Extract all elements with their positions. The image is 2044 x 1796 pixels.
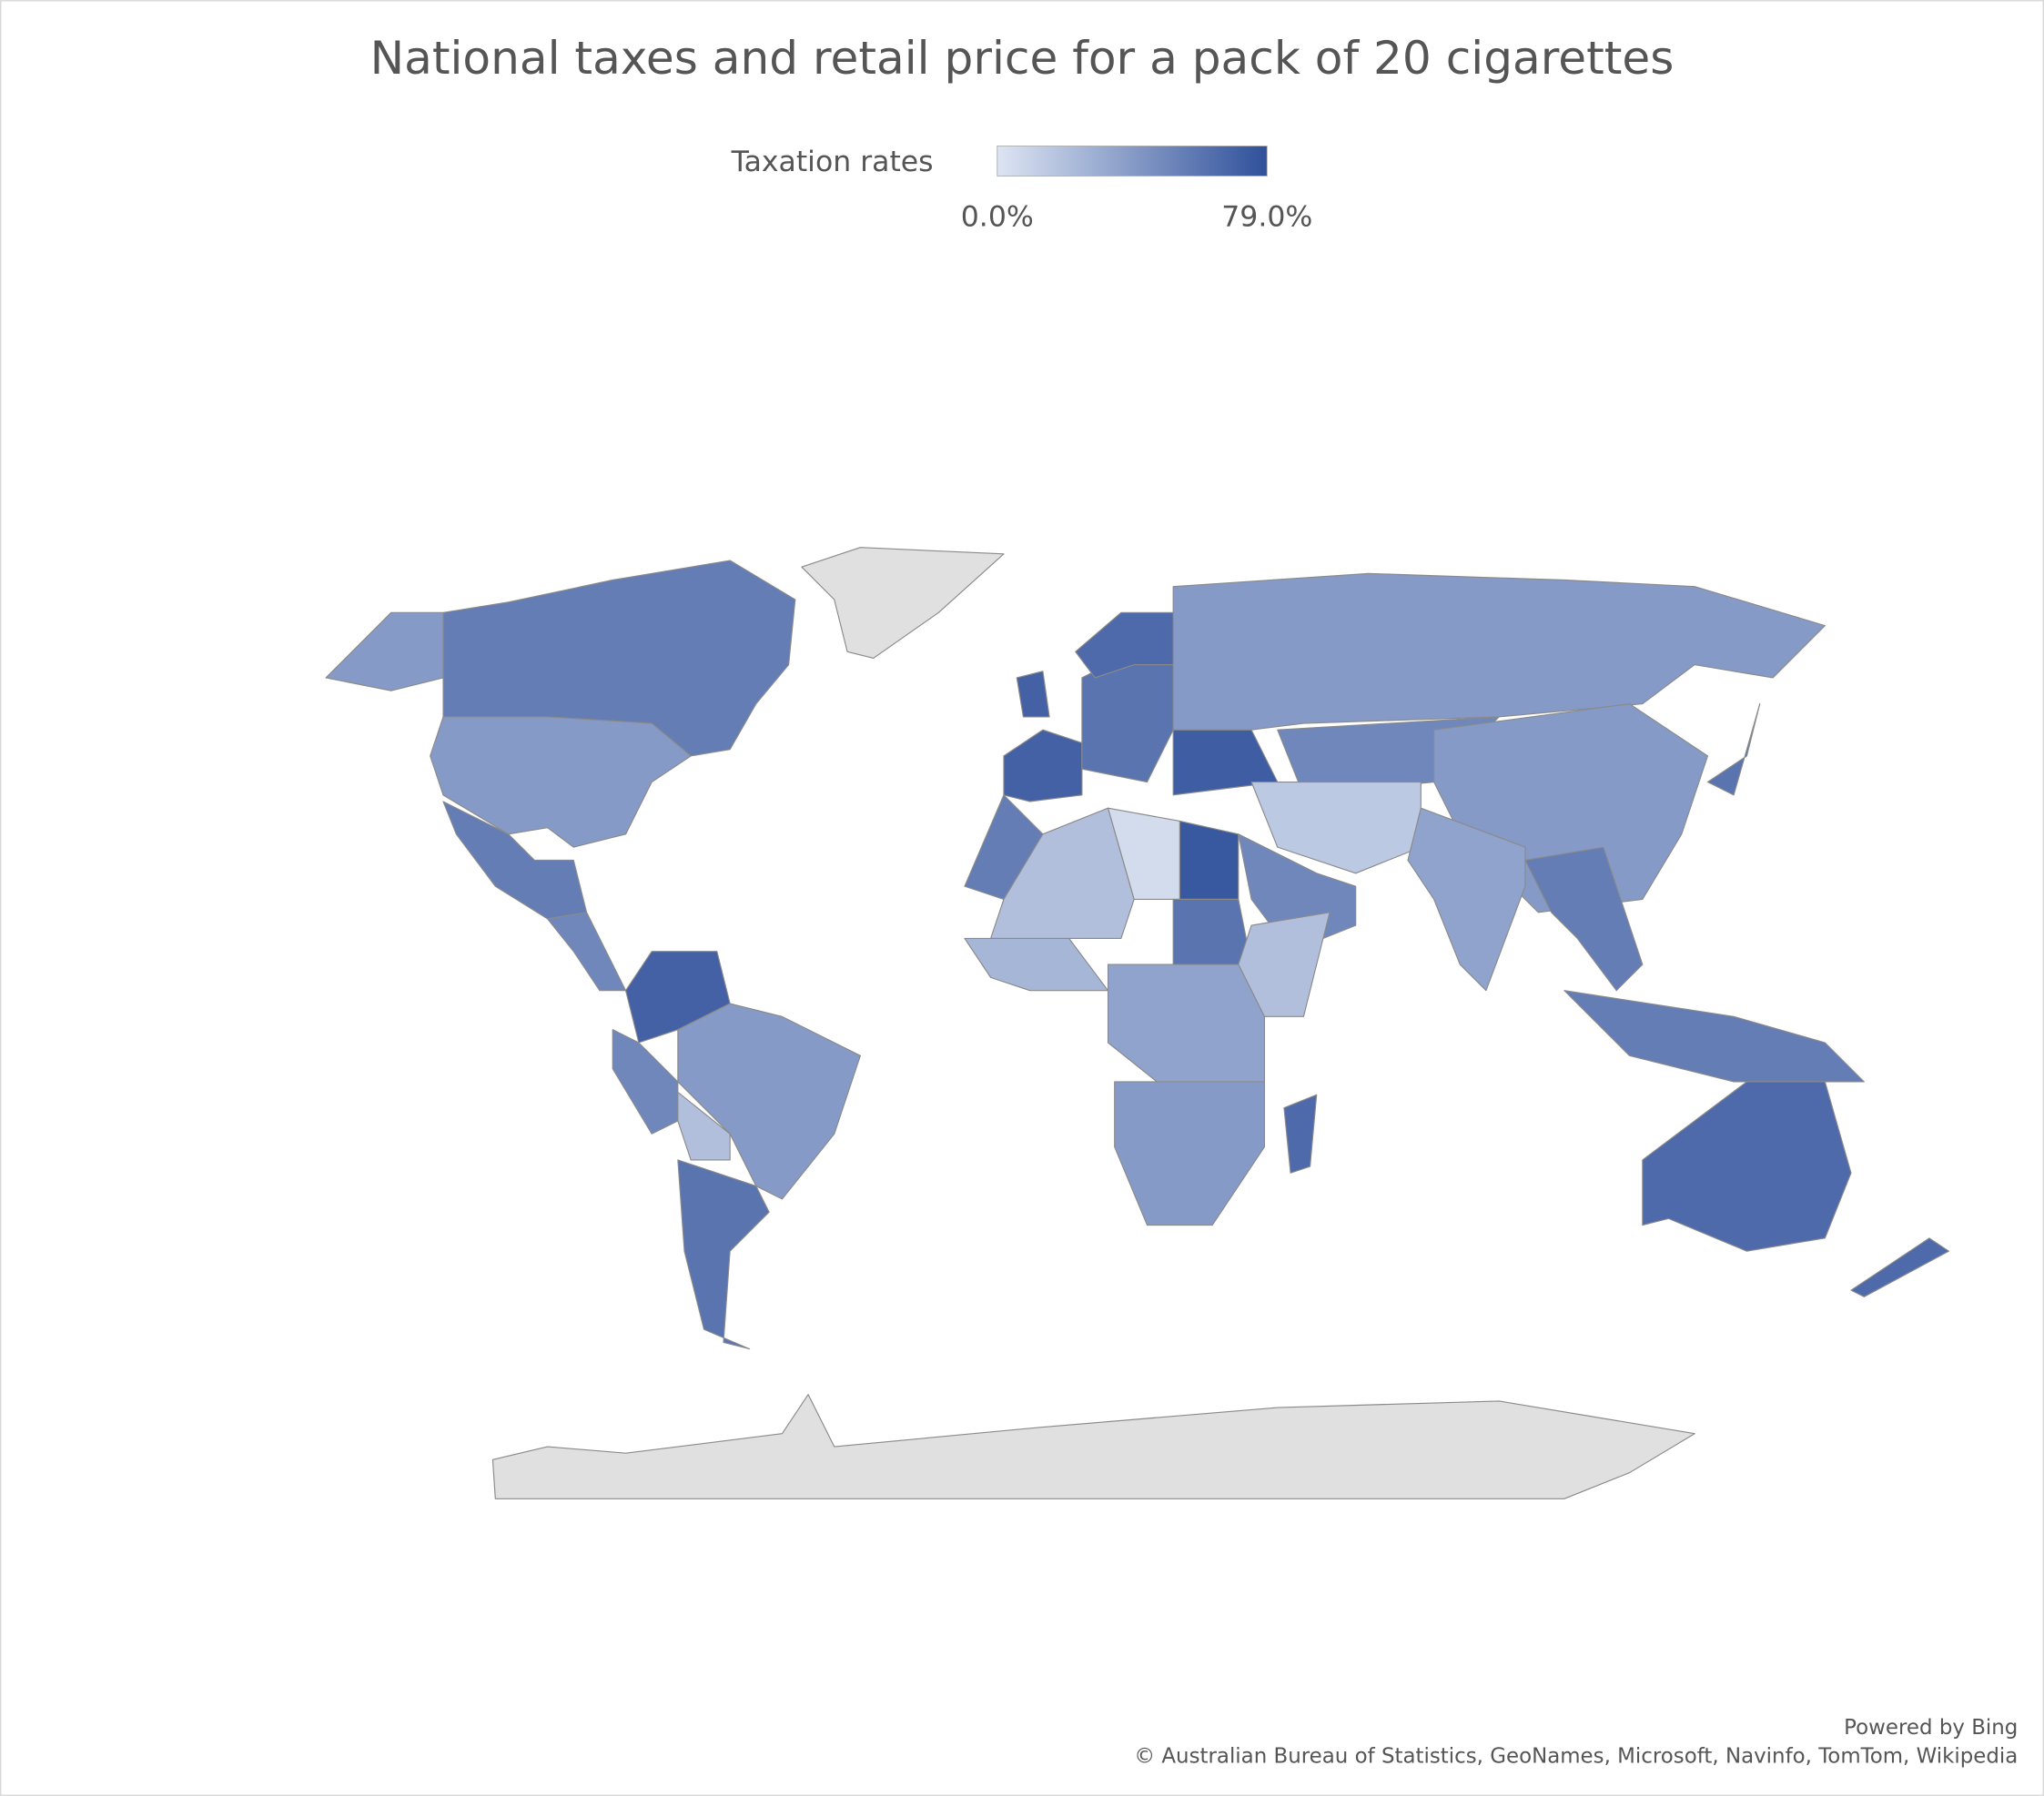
legend-label: 79.0%	[1221, 200, 1312, 233]
no-data-region	[801, 547, 1005, 660]
region	[1283, 1094, 1318, 1174]
region	[325, 611, 444, 691]
region	[677, 1003, 861, 1200]
no-data-region	[491, 1394, 1695, 1499]
region	[1642, 1081, 1852, 1252]
legend-gradient	[997, 146, 1268, 177]
credit: © Australian Bureau of Statistics, GeoNa…	[1134, 1744, 2018, 1768]
region	[964, 937, 1109, 992]
region	[1250, 781, 1422, 874]
region	[1850, 1237, 1950, 1297]
region	[1238, 912, 1331, 1017]
region	[1172, 898, 1252, 965]
region	[1563, 990, 1865, 1083]
region	[1016, 671, 1050, 718]
region	[430, 716, 692, 848]
legend-title: Taxation rates	[731, 146, 934, 178]
region	[612, 1029, 679, 1135]
region	[1114, 1081, 1265, 1226]
map	[325, 547, 1950, 1499]
region	[1524, 846, 1644, 992]
region	[677, 1159, 770, 1350]
credit: Powered by Bing	[1844, 1716, 2018, 1740]
legend-label: 0.0%	[961, 200, 1034, 233]
region	[1179, 820, 1240, 901]
region	[1706, 702, 1761, 796]
region	[1172, 572, 1826, 731]
chart-title: National taxes and retail price for a pa…	[370, 31, 1675, 85]
region	[1407, 807, 1526, 992]
